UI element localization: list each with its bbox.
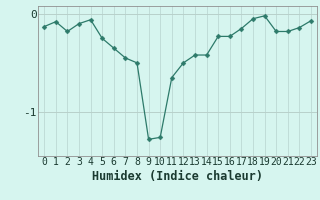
X-axis label: Humidex (Indice chaleur): Humidex (Indice chaleur) bbox=[92, 170, 263, 183]
